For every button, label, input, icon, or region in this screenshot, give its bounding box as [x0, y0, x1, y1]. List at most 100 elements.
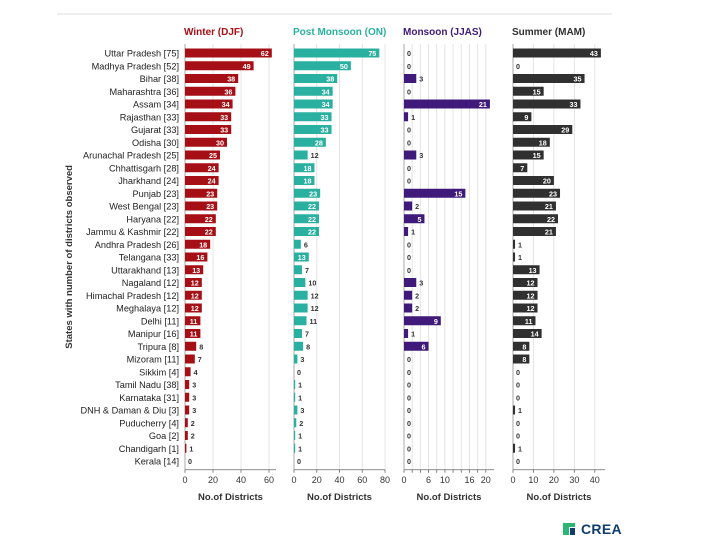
x-tick-label: 60 [264, 475, 274, 485]
x-tick-label: 60 [357, 475, 367, 485]
bar [294, 201, 320, 211]
bar [513, 176, 554, 185]
bar-value-label: 15 [533, 87, 541, 96]
bar-value-label: 1 [411, 330, 415, 339]
bar-value-label: 12 [311, 304, 319, 313]
bar-value-label: 18 [303, 177, 311, 186]
bar-value-label: 12 [527, 291, 535, 300]
bar [294, 239, 301, 249]
bar-value-label: 8 [199, 342, 203, 351]
bar-value-label: 0 [407, 126, 411, 135]
bar-value-label: 11 [190, 317, 198, 326]
bar [185, 74, 239, 83]
bar-value-label: 0 [407, 177, 411, 186]
bar [294, 380, 296, 389]
bar [185, 188, 218, 198]
category-label: Assam [34] [133, 100, 179, 110]
bar [513, 443, 516, 453]
bar [185, 303, 202, 313]
bar [185, 431, 188, 440]
bar-value-label: 43 [590, 49, 598, 58]
bar [294, 227, 320, 236]
bar-value-label: 2 [299, 419, 303, 428]
bar [404, 188, 466, 198]
bar-value-label: 0 [407, 393, 411, 402]
category-label: Himachal Pradesh [12] [86, 291, 179, 301]
bar [513, 86, 544, 96]
crea-logo-icon [563, 523, 575, 535]
bar-value-label: 62 [261, 49, 269, 58]
bar [294, 265, 302, 275]
bar-value-label: 33 [321, 126, 329, 135]
bar-value-label: 30 [216, 138, 224, 147]
category-label: Uttarakhand [13] [111, 265, 179, 275]
bar [185, 367, 191, 377]
bar [185, 150, 220, 160]
x-axis-title: No.of Districts [307, 492, 372, 503]
bar-value-label: 22 [308, 202, 316, 211]
bar [294, 214, 320, 224]
bar [404, 201, 413, 211]
bar-value-label: 35 [574, 75, 582, 84]
bar [513, 150, 544, 160]
x-tick-label: 16 [464, 475, 474, 485]
bar-value-label: 29 [561, 126, 569, 135]
bar-value-label: 33 [220, 126, 228, 135]
bar-value-label: 0 [407, 87, 411, 96]
category-label: Tripura [8] [137, 342, 179, 352]
bar-value-label: 0 [407, 253, 411, 262]
bar-value-label: 16 [196, 253, 204, 262]
category-label: Kerala [14] [135, 457, 179, 467]
bar-value-label: 0 [407, 368, 411, 377]
bar [404, 341, 429, 351]
bar [404, 112, 409, 122]
bar-value-label: 0 [407, 164, 411, 173]
bar-value-label: 8 [522, 342, 526, 351]
panel-title: Winter (DJF) [184, 27, 243, 38]
bar-value-label: 14 [531, 330, 539, 339]
x-tick-label: 30 [569, 475, 579, 485]
bar-value-label: 18 [199, 240, 207, 249]
bar [294, 112, 332, 122]
bar-value-label: 3 [192, 393, 196, 402]
bar-value-label: 12 [191, 291, 199, 300]
category-label: West Bengal [23] [109, 202, 179, 212]
bar-value-label: 7 [198, 355, 202, 364]
bar [185, 125, 232, 134]
bar [185, 380, 190, 389]
bar-value-label: 49 [243, 62, 251, 71]
bar-value-label: 7 [305, 330, 309, 339]
bar [513, 278, 538, 287]
bar-value-label: 34 [222, 100, 230, 109]
x-tick-label: 0 [182, 475, 187, 485]
bar [294, 418, 297, 428]
category-label: Rajasthan [33] [120, 112, 179, 122]
bar-value-label: 22 [205, 215, 213, 224]
bar [513, 341, 530, 351]
bar [185, 443, 187, 453]
bar [294, 188, 321, 198]
x-tick-label: 0 [291, 475, 296, 485]
bar [185, 86, 236, 96]
bar-value-label: 0 [407, 240, 411, 249]
bar [404, 329, 409, 338]
bar [513, 265, 540, 275]
bar-value-label: 9 [524, 113, 528, 122]
bar-value-label: 22 [205, 228, 213, 237]
bar [294, 86, 333, 96]
bar [294, 137, 326, 147]
category-label: Delhi [11] [141, 316, 179, 326]
x-tick-label: 40 [334, 475, 344, 485]
bar-value-label: 34 [322, 87, 330, 96]
bar-value-label: 0 [407, 62, 411, 71]
bar-value-label: 0 [516, 432, 520, 441]
bar [404, 150, 417, 160]
bar [513, 188, 561, 198]
bar-value-label: 7 [520, 164, 524, 173]
category-label: Sikkim [4] [139, 367, 179, 377]
bar [513, 252, 516, 262]
bar-value-label: 0 [297, 368, 301, 377]
bar-value-label: 12 [191, 279, 199, 288]
bar [513, 99, 581, 109]
